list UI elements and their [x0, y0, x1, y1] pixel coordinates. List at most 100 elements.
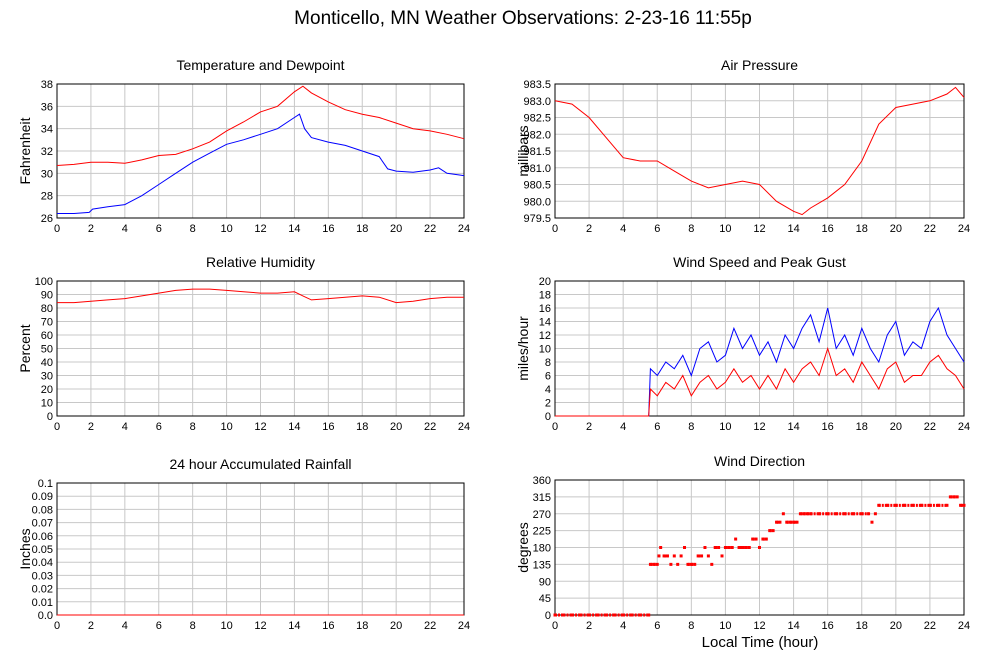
series-line-secondary [57, 113, 465, 214]
y-tick-label: 10 [539, 344, 551, 356]
x-tick-label: 2 [586, 421, 592, 433]
x-tick-label: 12 [753, 223, 765, 235]
chart-title: Wind Direction [714, 453, 805, 469]
y-tick-label: 315 [533, 492, 551, 504]
y-tick-label: 982.0 [523, 129, 551, 141]
data-point [870, 520, 874, 524]
x-tick-label: 12 [254, 421, 266, 433]
x-tick-label: 14 [288, 223, 300, 235]
x-tick-label: 2 [88, 620, 94, 632]
y-tick-label: 10 [41, 398, 53, 410]
x-tick-label: 2 [88, 223, 94, 235]
x-tick-label: 0 [54, 620, 60, 632]
y-tick-label: 32 [41, 146, 53, 158]
x-tick-label: 8 [688, 421, 694, 433]
data-point [703, 546, 707, 549]
x-tick-label: 24 [458, 620, 470, 632]
x-tick-label: 8 [688, 223, 694, 235]
data-point [672, 554, 676, 558]
x-tick-label: 18 [856, 421, 868, 433]
y-tick-label: 0.04 [32, 557, 53, 569]
x-tick-label: 18 [356, 421, 368, 433]
series-line-secondary [555, 346, 965, 417]
x-tick-label: 6 [654, 223, 660, 235]
y-tick-label: 28 [41, 191, 53, 203]
y-tick-label: 80 [41, 303, 53, 315]
chart-title: Temperature and Dewpoint [176, 57, 344, 73]
data-point [945, 503, 949, 507]
x-tick-label: 4 [122, 620, 128, 632]
y-tick-label: 981.0 [523, 163, 551, 175]
y-tick-label: 2 [545, 398, 551, 410]
y-tick-label: 70 [41, 317, 53, 329]
chart-title: Wind Speed and Peak Gust [673, 254, 846, 270]
y-tick-label: 18 [539, 290, 551, 302]
x-tick-label: 16 [322, 421, 334, 433]
y-tick-label: 30 [41, 168, 53, 180]
y-tick-label: 983.5 [523, 79, 551, 91]
x-tick-label: 6 [156, 620, 162, 632]
y-tick-label: 0.02 [32, 584, 53, 596]
x-tick-label: 22 [424, 223, 436, 235]
y-tick-label: 981.5 [523, 146, 551, 158]
x-tick-label: 14 [288, 620, 300, 632]
y-axis-label: Fahrenheit [17, 117, 33, 184]
y-tick-label: 90 [539, 576, 551, 588]
plot-frame [56, 83, 465, 219]
x-tick-label: 10 [220, 620, 232, 632]
data-point [659, 546, 663, 549]
x-tick-label: 18 [856, 620, 868, 632]
data-point [710, 562, 714, 566]
x-axis-label: Local Time (hour) [701, 634, 819, 651]
y-axis-label: Inches [17, 528, 33, 569]
x-tick-label: 0 [552, 421, 558, 433]
data-point [647, 613, 651, 617]
x-tick-label: 16 [822, 620, 834, 632]
data-point [657, 554, 661, 558]
series-line-primary [555, 306, 965, 417]
x-tick-label: 20 [890, 421, 902, 433]
x-tick-label: 24 [458, 421, 470, 433]
x-tick-label: 14 [288, 421, 300, 433]
x-tick-label: 24 [958, 620, 970, 632]
y-tick-label: 12 [539, 330, 551, 342]
x-tick-label: 12 [753, 620, 765, 632]
y-tick-label: 360 [533, 475, 551, 487]
data-point [706, 554, 710, 558]
y-tick-label: 26 [41, 213, 53, 225]
x-tick-label: 2 [88, 421, 94, 433]
y-tick-label: 983.0 [523, 96, 551, 108]
y-tick-label: 45 [539, 593, 551, 605]
chart-title: 24 hour Accumulated Rainfall [169, 456, 351, 472]
y-tick-label: 8 [545, 357, 551, 369]
y-tick-label: 0.09 [32, 491, 53, 503]
y-axis-label: millibars [515, 125, 531, 176]
data-point [734, 537, 738, 541]
data-point [720, 554, 724, 558]
x-tick-label: 4 [620, 223, 626, 235]
y-tick-label: 16 [539, 303, 551, 315]
y-tick-label: 34 [41, 124, 53, 136]
x-tick-label: 16 [322, 620, 334, 632]
series-line-primary [57, 288, 464, 304]
x-tick-label: 10 [220, 421, 232, 433]
y-tick-label: 36 [41, 101, 53, 113]
y-tick-label: 20 [41, 384, 53, 396]
y-axis-label: degrees [515, 522, 531, 573]
y-tick-label: 979.5 [523, 213, 551, 225]
y-tick-label: 30 [41, 371, 53, 383]
x-tick-label: 10 [220, 223, 232, 235]
y-tick-label: 270 [533, 509, 551, 521]
x-tick-label: 14 [787, 620, 799, 632]
y-tick-label: 0.03 [32, 570, 53, 582]
y-tick-label: 0.1 [38, 478, 53, 490]
plot-frame [554, 479, 965, 616]
y-tick-label: 6 [545, 371, 551, 383]
y-axis-label: miles/hour [515, 316, 531, 381]
y-tick-label: 0 [545, 610, 551, 622]
